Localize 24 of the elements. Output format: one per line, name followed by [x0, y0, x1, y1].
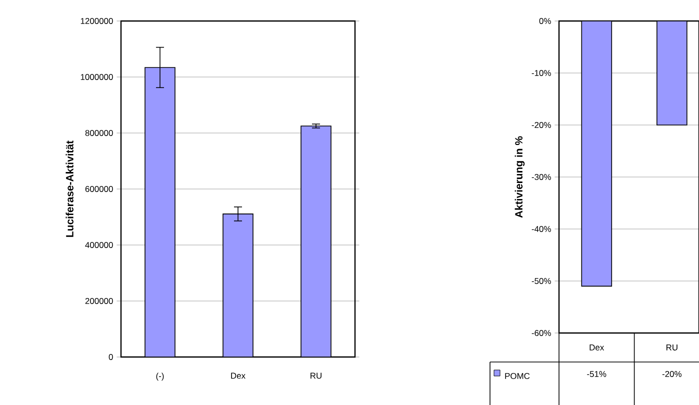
x-tick-label: (-) — [156, 372, 164, 381]
y-tick-label: -50% — [532, 278, 551, 284]
data-label: -51% — [587, 371, 606, 377]
y-tick-label: 600000 — [85, 186, 113, 192]
y-tick-label: 0 — [108, 354, 113, 360]
y-tick-label: 0% — [539, 18, 551, 24]
data-label: -20% — [662, 371, 682, 377]
y-tick-label: 200000 — [85, 298, 113, 304]
y-tick-label: -60% — [532, 330, 551, 336]
legend-label: POMC — [505, 373, 530, 379]
y-axis-title: Luciferase-Aktivität — [66, 140, 74, 237]
y-tick-label: -20% — [532, 122, 551, 128]
y-tick-label: 1200000 — [80, 18, 113, 24]
y-tick-label: 1000000 — [80, 74, 113, 80]
y-tick-label: 400000 — [85, 242, 113, 248]
y-axis-title: Aktivierung in % — [514, 136, 525, 218]
y-tick-label: -10% — [532, 70, 551, 76]
x-tick-label: RU — [666, 344, 678, 350]
x-tick-label: Dex — [231, 372, 246, 379]
y-tick-label: 800000 — [85, 130, 113, 136]
x-tick-label: RU — [310, 372, 322, 379]
x-tick-label: Dex — [590, 344, 604, 350]
y-tick-label: -40% — [532, 226, 551, 232]
y-tick-label: -30% — [532, 174, 551, 180]
